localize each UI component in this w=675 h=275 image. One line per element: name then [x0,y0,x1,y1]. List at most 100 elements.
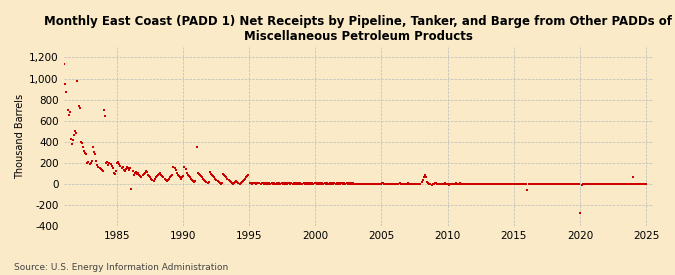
Point [95,167,106,171]
Point [467,182,478,186]
Point [410,182,421,186]
Point [389,182,400,186]
Point [483,182,493,186]
Point [176,176,186,181]
Point [263,182,273,186]
Point [502,182,513,186]
Point [583,182,593,186]
Point [441,182,452,186]
Point [607,182,618,186]
Point [634,182,645,186]
Point [290,182,300,186]
Point [341,181,352,185]
Point [553,182,564,186]
Point [429,182,439,186]
Point [370,182,381,186]
Point [352,182,363,186]
Point [137,173,148,178]
Point [329,181,340,185]
Point [499,182,510,186]
Point [478,182,489,186]
Point [600,182,611,186]
Point [70,129,80,133]
Point [585,182,596,186]
Point [211,177,222,182]
Point [335,181,346,185]
Point [425,182,436,186]
Point [594,182,605,186]
Point [416,180,427,184]
Point [182,171,192,175]
Point [394,181,405,185]
Point [450,182,460,186]
Point [401,182,412,186]
Point [332,182,343,186]
Point [578,182,589,186]
Point [396,182,407,186]
Point [102,160,113,164]
Point [433,182,443,186]
Point [255,182,266,186]
Point [76,141,87,145]
Point [418,175,429,180]
Point [528,182,539,186]
Point [320,182,331,186]
Point [598,182,609,186]
Point [338,182,349,186]
Point [398,182,408,186]
Point [223,177,234,182]
Point [587,182,598,186]
Point [504,182,515,186]
Point [497,182,508,186]
Point [233,180,244,185]
Point [422,180,433,184]
Point [259,182,269,186]
Point [387,182,398,186]
Point [521,182,532,186]
Point [229,180,240,185]
Point [441,182,452,186]
Point [76,139,86,144]
Point [281,181,292,185]
Point [83,160,94,164]
Point [346,181,356,185]
Point [107,166,118,170]
Point [389,182,400,186]
Point [79,149,90,153]
Point [534,182,545,186]
Point [356,182,367,186]
Point [307,181,318,185]
Point [196,175,207,180]
Point [155,171,165,175]
Point [297,182,308,186]
Point [593,182,603,186]
Point [610,182,620,186]
Point [94,166,105,170]
Point [198,176,209,181]
Point [392,182,403,186]
Point [410,182,421,186]
Point [630,182,641,186]
Point [130,170,141,174]
Point [476,182,487,186]
Point [80,151,90,155]
Point [454,182,464,186]
Point [288,181,299,185]
Point [331,181,342,185]
Point [403,181,414,185]
Point [240,176,250,181]
Point [570,182,581,186]
Point [287,182,298,186]
Point [182,173,193,178]
Point [99,108,109,112]
Point [119,169,130,173]
Point [246,182,257,186]
Point [339,181,350,185]
Point [179,165,190,169]
Point [138,172,149,177]
Point [544,182,555,186]
Point [447,182,458,186]
Point [274,181,285,185]
Point [330,182,341,186]
Point [82,161,92,165]
